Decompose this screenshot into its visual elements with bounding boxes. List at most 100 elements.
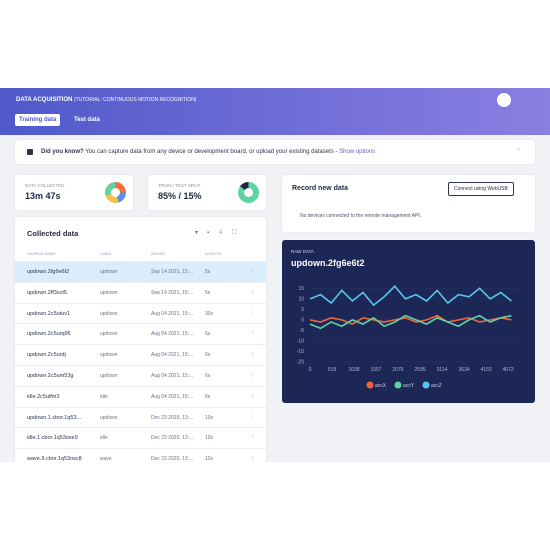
table-cell: Sep 14 2021, 15:... bbox=[151, 269, 194, 275]
table-cell: 6s bbox=[205, 373, 211, 379]
stat-card: DATA COLLECTED 13m 47s bbox=[15, 175, 133, 210]
y-tick-label: -20 bbox=[297, 360, 304, 366]
table-row[interactable]: idle.2c5ulfm3 idle Aug 04 2021, 15:... 6s ⋮ bbox=[15, 385, 266, 407]
row-menu[interactable]: ⋮ bbox=[250, 414, 256, 421]
header: DATA ACQUISITION (TUTORIAL: CONTINUOUS M… bbox=[0, 88, 550, 135]
table-cell: updown.2c5um53g bbox=[27, 373, 74, 379]
legend-swatch[interactable] bbox=[394, 381, 402, 389]
table-row[interactable]: updown.2c5urdj updown Aug 04 2021, 15:... 6… bbox=[15, 344, 266, 365]
legend-swatch[interactable] bbox=[422, 381, 430, 389]
banner-body: You can capture data from any device or … bbox=[85, 149, 338, 155]
table-cell: wave bbox=[100, 456, 112, 462]
table-cell: wave.9.cbor.1q53osc8 bbox=[27, 456, 82, 462]
x-tick-label: 1557 bbox=[370, 367, 381, 373]
tab[interactable]: Test data bbox=[74, 117, 100, 123]
legend-label[interactable]: accY bbox=[403, 383, 415, 389]
table-cell: updown bbox=[100, 373, 118, 379]
chart-title: updown.2fg6e6t2 bbox=[291, 258, 365, 268]
table-cell: 6s bbox=[205, 352, 211, 359]
table-cell: Dec 23 2020, 13:... bbox=[151, 414, 194, 421]
table-row[interactable]: updown.2fg6e6t2 updown Sep 14 2021, 15:...… bbox=[15, 261, 266, 282]
table-cell: 5s bbox=[205, 269, 211, 275]
table-cell: idle bbox=[100, 435, 108, 442]
row-menu[interactable]: ⋮ bbox=[250, 289, 256, 296]
table-cell: 5s bbox=[205, 289, 211, 296]
row-menu[interactable]: ⋮ bbox=[250, 435, 256, 442]
table-cell: updown bbox=[100, 352, 118, 359]
column-header: LENGTH bbox=[205, 251, 222, 256]
table-card: Collected data ▾▪⇩⛶ SAMPLE NAME LABEL ADDE… bbox=[15, 217, 266, 462]
raw-data-chart: RAW DATA updown.2fg6e6t2 15 10 5 0 -5 -10 -15 -… bbox=[282, 240, 535, 403]
table-cell: updown.2fg6e6t2 bbox=[27, 269, 70, 275]
series-line bbox=[309, 314, 512, 330]
chart-subtitle: RAW DATA bbox=[291, 249, 314, 254]
y-tick-label: -10 bbox=[297, 338, 304, 344]
stat-value: 85% / 15% bbox=[158, 191, 202, 201]
row-menu[interactable]: ⋮ bbox=[250, 352, 256, 359]
table-cell: 6s bbox=[205, 331, 211, 338]
table-tools[interactable]: ▾▪⇩⛶ bbox=[195, 230, 246, 236]
y-tick-label: 15 bbox=[298, 286, 304, 292]
table-row[interactable]: updown.2c5urq95 updown Aug 04 2021, 15:...… bbox=[15, 323, 266, 344]
table-row[interactable]: updown.1.cbor.1q53... updown Dec 23 2020, … bbox=[15, 406, 266, 428]
y-tick-label: -5 bbox=[300, 328, 305, 334]
table-row[interactable]: updown.2c5um53g updown Aug 04 2021, 15:...… bbox=[15, 365, 266, 386]
tab-active[interactable]: Training data bbox=[15, 114, 61, 126]
y-tick-label: -15 bbox=[297, 349, 304, 355]
x-tick-label: 1038 bbox=[348, 367, 359, 373]
x-tick-label: 0 bbox=[309, 367, 312, 373]
table-cell: idle bbox=[100, 393, 108, 400]
table-cell: Aug 04 2021, 15:... bbox=[151, 331, 194, 338]
stat-card: TRAIN / TEST SPLIT 85% / 15% bbox=[148, 175, 266, 210]
row-menu[interactable]: ⋮ bbox=[250, 373, 256, 379]
stat-label: TRAIN / TEST SPLIT bbox=[158, 183, 201, 188]
table-cell: updown.2c5urdj bbox=[27, 352, 66, 359]
table-cell: updown bbox=[100, 414, 118, 421]
record-message: No devices connected to the remote manag… bbox=[300, 213, 422, 219]
legend-label[interactable]: accZ bbox=[431, 383, 442, 389]
y-tick-label: 5 bbox=[301, 307, 304, 313]
table-row[interactable]: updown.2ff3sct5 updown Sep 14 2021, 15:...… bbox=[15, 281, 266, 303]
row-menu[interactable]: ⋮ bbox=[250, 393, 256, 400]
row-menu[interactable]: ⋮ bbox=[250, 310, 256, 317]
record-title: Record new data bbox=[292, 185, 349, 192]
row-menu[interactable]: ⋮ bbox=[250, 456, 256, 462]
table-cell: Sep 14 2021, 15:... bbox=[151, 289, 194, 296]
y-tick-label: 10 bbox=[298, 296, 304, 302]
table-cell: 6s bbox=[205, 393, 211, 400]
legend-swatch[interactable] bbox=[366, 381, 374, 389]
series-line bbox=[309, 314, 512, 325]
x-tick-label: 2595 bbox=[414, 367, 425, 373]
table-cell: Aug 04 2021, 15:... bbox=[151, 393, 194, 400]
close[interactable]: ^ bbox=[517, 148, 520, 154]
table-cell: 30s bbox=[205, 310, 214, 317]
row-menu[interactable]: ⋮ bbox=[250, 269, 256, 275]
table-cell: Aug 04 2021, 15:... bbox=[151, 310, 194, 317]
table-cell: Dec 23 2020, 13:... bbox=[151, 456, 194, 462]
table-cell: updown.2ff3sct5 bbox=[27, 289, 67, 296]
table-row[interactable]: idle.1.cbor.1q53ose9 idle Dec 23 2020, 13:… bbox=[15, 427, 266, 448]
table-row[interactable]: updown.2c5utuv1 updown Aug 04 2021, 15:...… bbox=[15, 302, 266, 324]
table-cell: updown bbox=[100, 310, 118, 317]
banner-title: Did you know? bbox=[41, 149, 84, 155]
banner: Did you know? You can capture data from … bbox=[15, 140, 535, 164]
table-title: Collected data bbox=[27, 229, 79, 238]
series-line bbox=[309, 285, 512, 307]
table-row[interactable]: wave.9.cbor.1q53osc8 wave Dec 23 2020, 13:… bbox=[15, 448, 266, 462]
legend-label[interactable]: accX bbox=[375, 383, 387, 389]
avatar[interactable] bbox=[497, 93, 511, 107]
x-tick-label: 3634 bbox=[459, 367, 470, 373]
y-tick-label: 0 bbox=[301, 317, 304, 323]
banner-text: Did you know? You can capture data from … bbox=[41, 149, 375, 155]
banner-link[interactable]: Show options bbox=[339, 149, 376, 155]
x-tick-label: 3114 bbox=[437, 367, 448, 373]
column-header: LABEL bbox=[100, 251, 113, 256]
connect-button[interactable]: Connect using WebUSB bbox=[448, 182, 514, 196]
row-menu[interactable]: ⋮ bbox=[250, 331, 256, 338]
table-cell: updown bbox=[100, 269, 118, 275]
table-cell: Dec 23 2020, 13:... bbox=[151, 435, 194, 442]
split-icon bbox=[238, 182, 259, 203]
table-cell: updown.2c5urq95 bbox=[27, 331, 71, 338]
table-cell: updown bbox=[100, 331, 118, 338]
thumb-icon bbox=[27, 149, 33, 155]
